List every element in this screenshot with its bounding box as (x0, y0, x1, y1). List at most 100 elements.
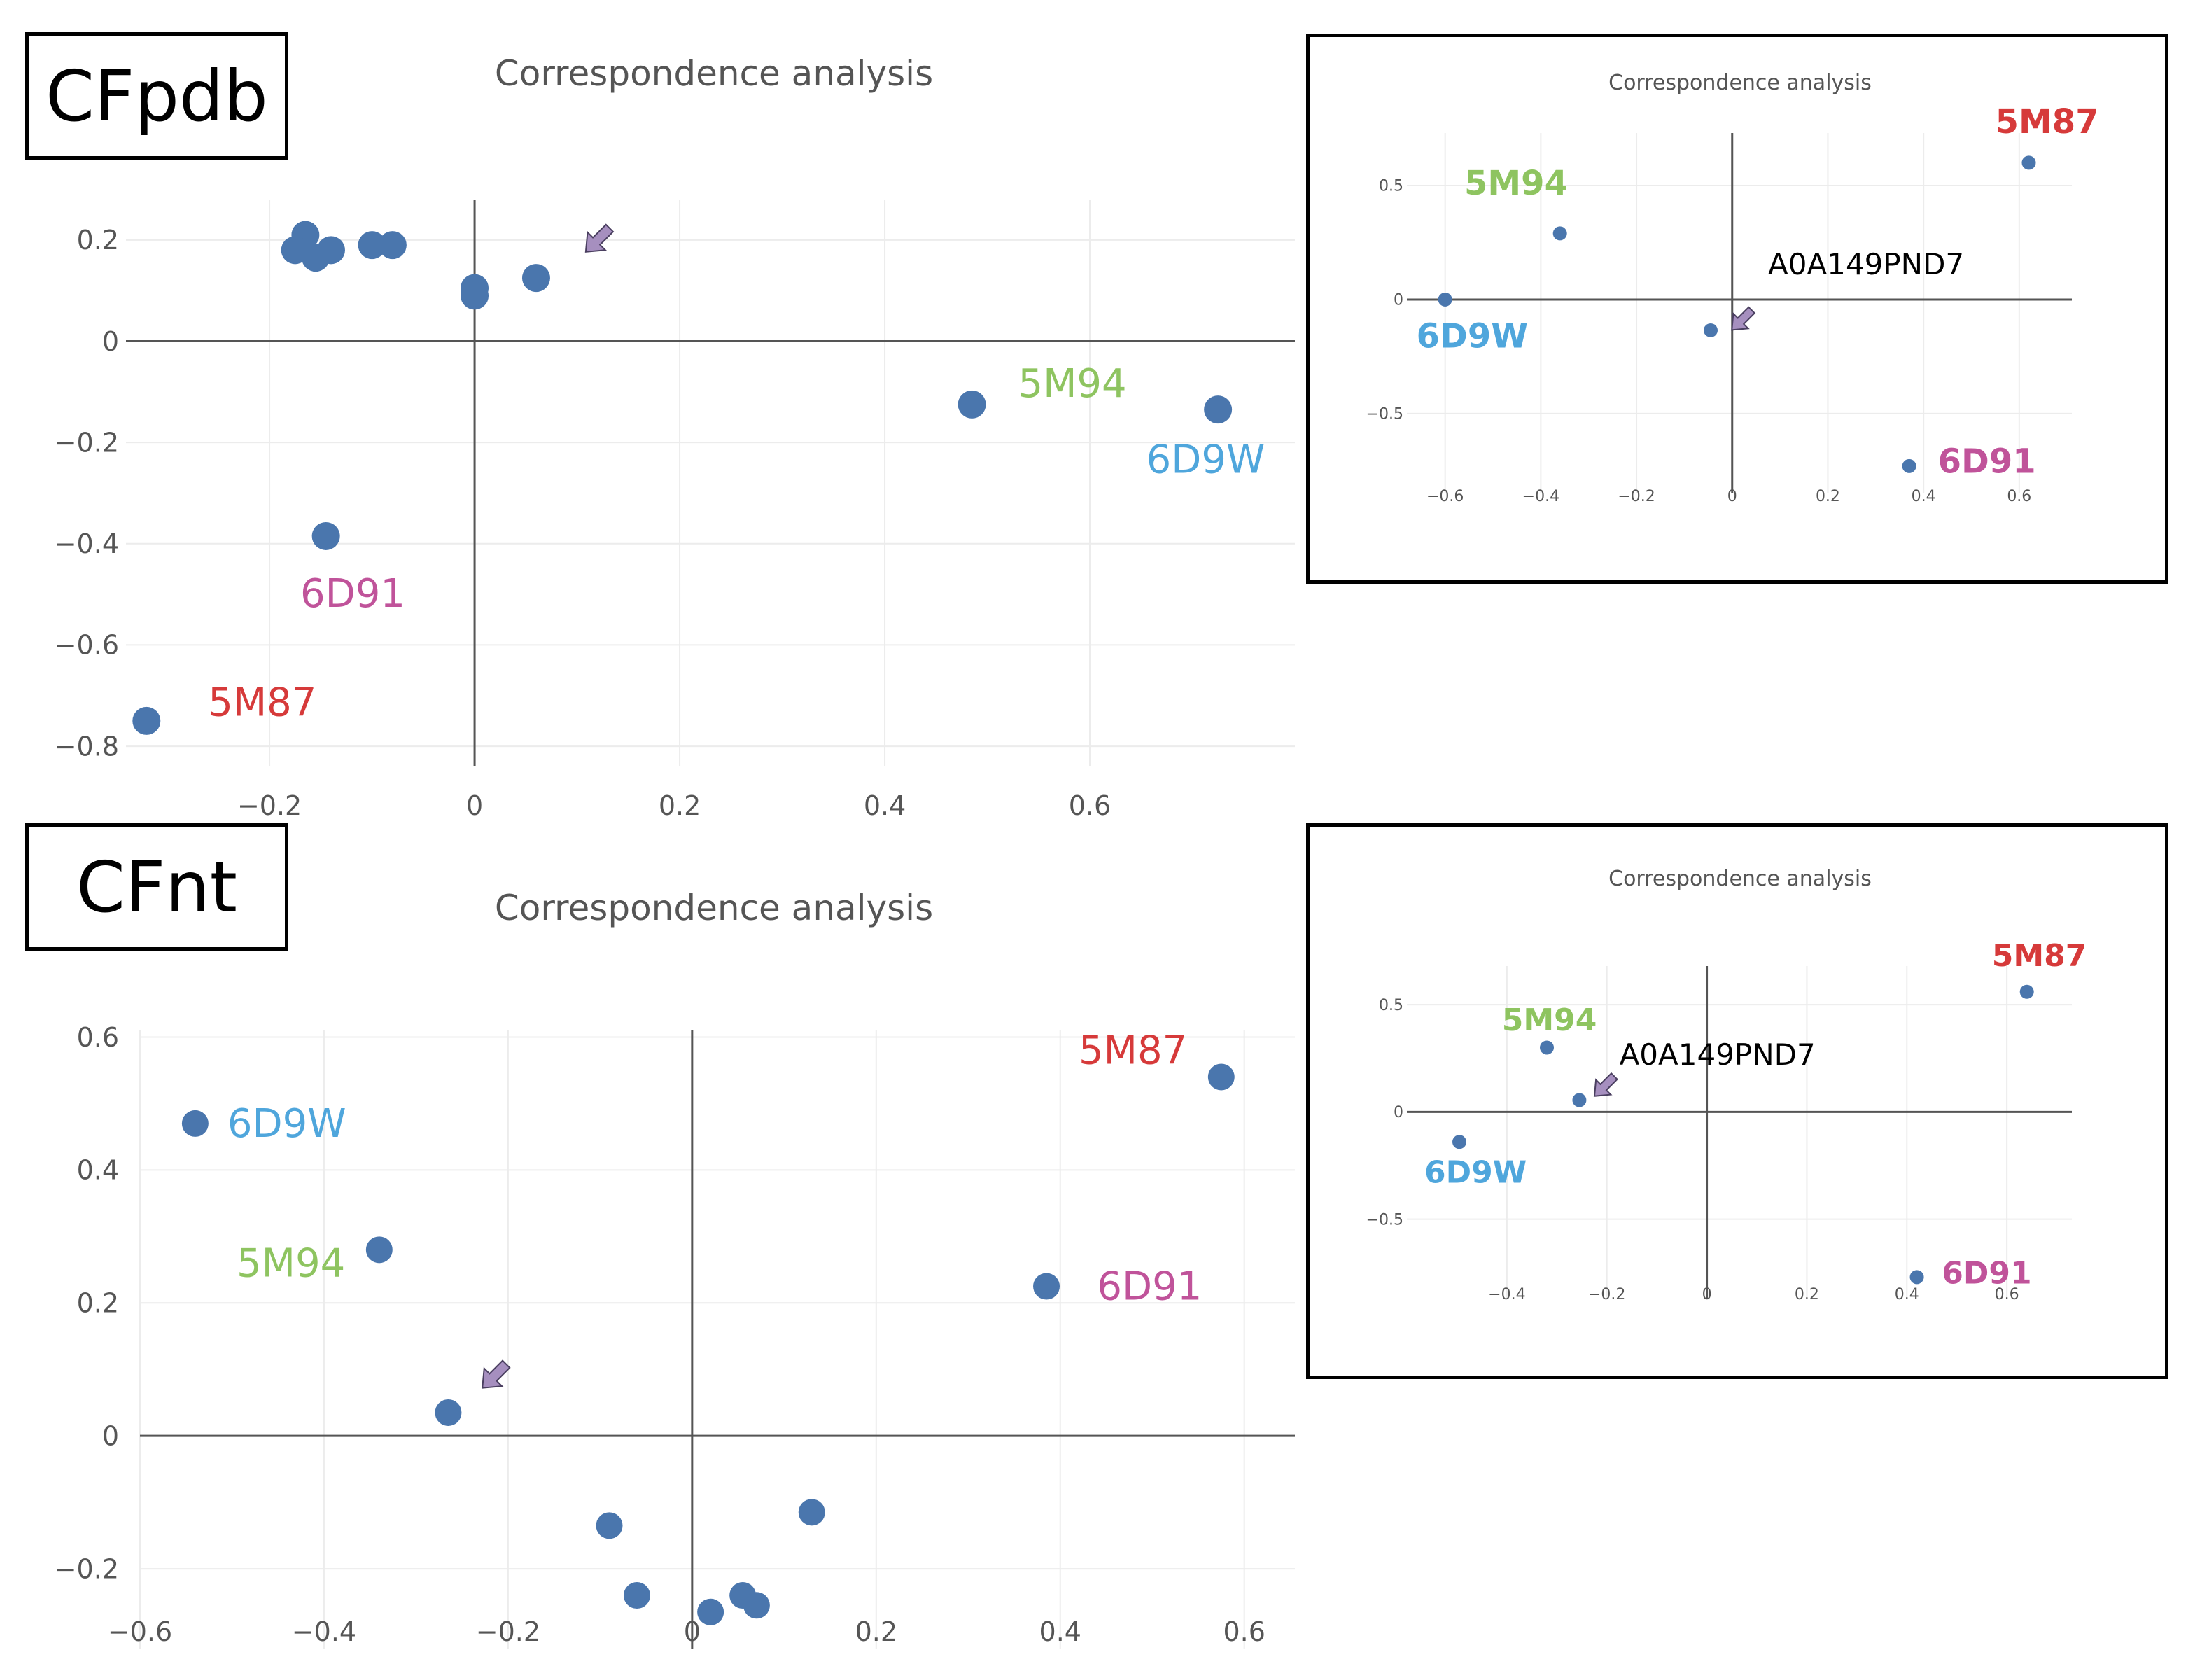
point-label-5m87: 5M87 (1996, 102, 2099, 141)
y-tick-label: 0.5 (1379, 178, 1403, 195)
annotation-label: A0A149PND7 (1768, 247, 1964, 281)
inset-frame-cfnt (1306, 823, 2168, 1379)
y-tick-label: 0 (1394, 1104, 1403, 1121)
x-tick-label: −0.2 (1588, 1286, 1625, 1303)
point-label-6d91: 6D91 (1938, 442, 2036, 482)
data-point (798, 1499, 825, 1526)
data-point (1204, 396, 1233, 424)
x-tick-label: 0.2 (1816, 488, 1840, 505)
point-label-6d9w: 6D9W (1146, 438, 1265, 483)
x-tick-label: −0.2 (1618, 488, 1655, 505)
arrow-icon (1593, 1072, 1618, 1097)
point-label-5m94: 5M94 (237, 1240, 345, 1286)
point-label-5m87: 5M87 (1992, 938, 2087, 974)
x-tick-label: −0.6 (108, 1616, 172, 1647)
annotation-label: A0A149PND7 (1620, 1037, 1816, 1072)
y-tick-label: 0 (102, 1420, 119, 1451)
point-label-6d9w: 6D9W (1417, 316, 1529, 356)
x-tick-label: 0.4 (864, 790, 906, 821)
x-tick-label: 0.6 (1995, 1286, 2019, 1303)
x-tick-label: 0.4 (1895, 1286, 1919, 1303)
chart-title: Correspondence analysis (495, 888, 933, 928)
chart-3: Correspondence analysis −0.4 −0.2 0 0.2 0.4 0.… (1366, 867, 2087, 1303)
panel-label-cfpdb: CFpdb (25, 32, 288, 160)
data-point (958, 390, 986, 419)
x-tick-label: 0.6 (1069, 790, 1111, 821)
y-tick-label: −0.2 (55, 427, 119, 458)
y-tick-label: 0.5 (1379, 997, 1403, 1014)
chart-0: Correspondence analysis −0.2 0 0.2 0.4 0.6 0.2… (55, 53, 1295, 821)
x-tick-label: −0.4 (292, 1616, 356, 1647)
point-label-5m94: 5M94 (1464, 164, 1568, 203)
point-label-6d91: 6D91 (1097, 1264, 1202, 1310)
panel-label-cfnt: CFnt (25, 823, 288, 951)
data-point (1572, 1093, 1587, 1107)
arrow-icon (584, 223, 615, 253)
data-point (743, 1592, 770, 1619)
data-point (316, 236, 345, 265)
point-label-6d91: 6D91 (1942, 1256, 2031, 1292)
y-tick-label: 0 (1394, 292, 1403, 309)
y-tick-label: −0.4 (55, 528, 119, 559)
data-point (1902, 458, 1916, 473)
data-point (521, 264, 550, 293)
data-point (1452, 1135, 1466, 1149)
data-point (358, 231, 386, 260)
data-point (461, 281, 489, 310)
data-point (1033, 1273, 1060, 1300)
chart-title: Correspondence analysis (1608, 71, 1872, 95)
point-label-5m87: 5M87 (208, 680, 316, 726)
x-tick-label: 0 (466, 790, 483, 821)
data-point (1552, 226, 1567, 241)
x-tick-label: 0.4 (1039, 1616, 1081, 1647)
data-point (1909, 1270, 1924, 1284)
point-label-5m87: 5M87 (1079, 1028, 1187, 1073)
chart-title: Correspondence analysis (1608, 867, 1872, 891)
arrow-icon (1731, 306, 1756, 331)
chart-title: Correspondence analysis (495, 53, 933, 94)
data-point (596, 1512, 623, 1539)
y-tick-label: 0.2 (77, 225, 119, 255)
data-point (132, 706, 161, 735)
x-tick-label: 0.2 (855, 1616, 897, 1647)
point-label-6d9w: 6D9W (227, 1101, 346, 1147)
data-point (365, 1236, 393, 1264)
data-point (1207, 1063, 1235, 1091)
y-tick-label: −0.5 (1366, 1211, 1403, 1228)
x-tick-label: −0.6 (1426, 488, 1464, 505)
point-label-5m94: 5M94 (1502, 1002, 1597, 1038)
point-label-6d9w: 6D9W (1424, 1155, 1527, 1191)
arrow-icon (482, 1359, 511, 1389)
x-tick-label: 0.4 (1912, 488, 1936, 505)
y-tick-label: 0 (102, 326, 119, 357)
x-tick-label: 0.2 (1795, 1286, 1819, 1303)
y-tick-label: −0.6 (55, 630, 119, 661)
inset-frame-cfpdb (1306, 34, 2168, 584)
x-tick-label: −0.4 (1522, 488, 1559, 505)
data-point (378, 231, 407, 260)
y-tick-label: 0.6 (77, 1022, 119, 1053)
data-point (1703, 323, 1718, 337)
data-point (2021, 155, 2036, 170)
data-point (435, 1399, 462, 1426)
x-tick-label: −0.2 (237, 790, 302, 821)
x-tick-label: 0.2 (659, 790, 701, 821)
x-tick-label: 0.6 (1223, 1616, 1265, 1647)
y-tick-label: 0.2 (77, 1288, 119, 1319)
y-tick-label: −0.2 (55, 1553, 119, 1584)
y-tick-label: −0.8 (55, 731, 119, 762)
chart-2: Correspondence analysis −0.6 −0.4 −0.2 0 0.2 0… (1366, 71, 2099, 505)
data-point (311, 522, 340, 550)
data-point (2019, 984, 2034, 999)
data-point (623, 1582, 650, 1609)
y-tick-label: 0.4 (77, 1155, 119, 1186)
data-point (181, 1110, 209, 1137)
point-label-6d91: 6D91 (300, 571, 405, 617)
x-tick-label: 0 (1727, 488, 1737, 505)
x-tick-label: −0.2 (476, 1616, 540, 1647)
data-point (697, 1598, 724, 1625)
x-tick-label: 0.6 (2007, 488, 2031, 505)
chart-1: Correspondence analysis −0.6 −0.4 −0.2 0 0.2 0… (55, 888, 1295, 1648)
point-label-5m94: 5M94 (1018, 361, 1126, 407)
